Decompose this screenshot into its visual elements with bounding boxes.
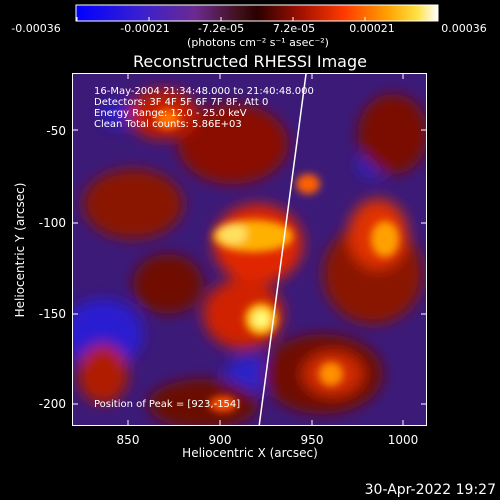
y-tick-label: -50 — [46, 124, 66, 138]
colorbar-tick-label: -0.00036 — [11, 22, 61, 35]
y-tick-label: -150 — [38, 307, 66, 321]
y-axis-label: Heliocentric Y (arcsec) — [13, 182, 27, 318]
x-tick-label: 850 — [116, 433, 140, 447]
x-tick-label: 1000 — [387, 433, 419, 447]
plot-title: Reconstructed RHESSI Image — [133, 52, 367, 71]
colorbar-tick-label: 0.00021 — [349, 22, 395, 35]
y-tick-label: -200 — [38, 397, 66, 411]
info-line-detectors: Detectors: 3F 4F 5F 6F 7F 8F, Att 0 — [94, 97, 269, 108]
rhessi-image — [72, 73, 427, 426]
x-tick-label: 950 — [300, 433, 324, 447]
colorbar — [75, 4, 439, 22]
axis-ticks — [72, 73, 427, 426]
peak-position-label: Position of Peak = [923,-154] — [94, 399, 241, 410]
info-line-energy: Energy Range: 12.0 - 25.0 keV — [94, 108, 247, 119]
info-line-time: 16-May-2004 21:34:48.000 to 21:40:48.000 — [94, 86, 314, 97]
solar-limb-line — [258, 74, 307, 425]
info-line-counts: Clean Total counts: 5.86E+03 — [94, 119, 242, 130]
y-tick-label: -100 — [38, 216, 66, 230]
render-timestamp: 30-Apr-2022 19:27 — [364, 482, 496, 498]
colorbar-tick-label: -7.2e-05 — [197, 22, 245, 35]
x-tick-label: 900 — [208, 433, 232, 447]
colorbar-tick-label: -0.00021 — [120, 22, 170, 35]
colorbar-unit-label: (photons cm⁻² s⁻¹ asec⁻²) — [187, 36, 329, 49]
x-axis-label: Heliocentric X (arcsec) — [182, 446, 318, 460]
colorbar-tick-label: 0.00036 — [441, 22, 487, 35]
colorbar-tick-label: 7.2e-05 — [272, 22, 316, 35]
rhessi-image-canvas — [73, 74, 426, 425]
